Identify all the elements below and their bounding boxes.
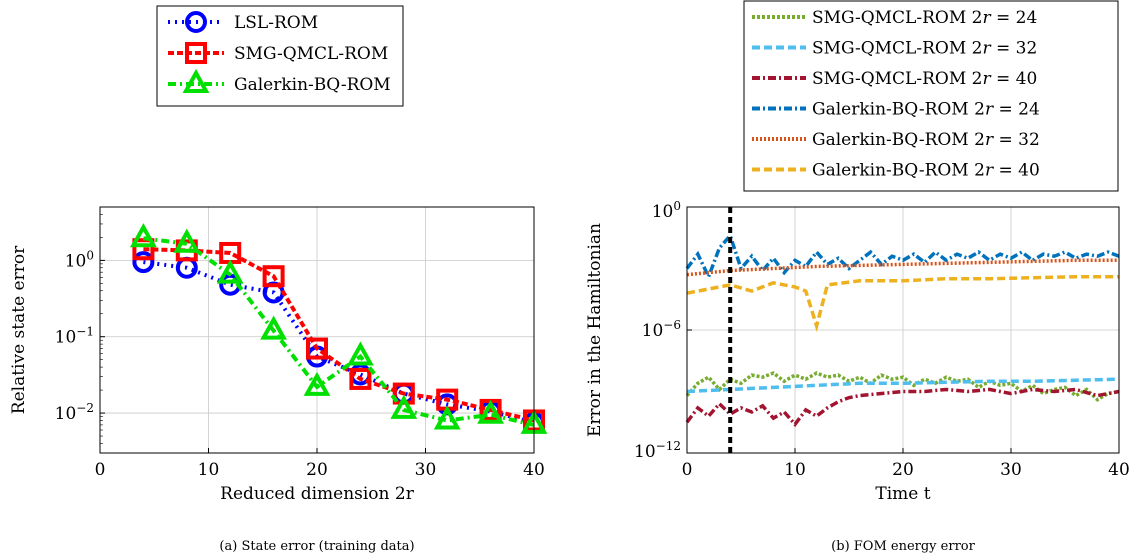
chart-a-legend-items: LSL-ROM SMG-QMCL-ROM Galerkin-BQ-ROM: [168, 11, 391, 95]
chart-b-legend-label: SMG-QMCL-ROM 2r = 24: [812, 8, 1037, 28]
chart-a-legend-label: LSL-ROM: [234, 13, 318, 33]
chart-b-series-group: [685, 232, 1120, 428]
chart-b-xtick-label: 10: [784, 460, 806, 480]
chart-a-point-marker: [433, 405, 461, 430]
chart-a-legend: LSL-ROM SMG-QMCL-ROM Galerkin-BQ-ROM: [156, 5, 404, 107]
chart-a-series-line: [143, 236, 535, 427]
chart-a-legend-marker: [182, 68, 210, 93]
chart-b-ytick-label: 10−12: [634, 439, 681, 462]
chart-a-caption: (a) State error (training data): [219, 539, 414, 554]
chart-a-point-marker: [260, 315, 287, 340]
chart-a: 0 10 20 30 40 100 10−1 10−2 Reduced dimension 2…: [9, 5, 548, 554]
chart-a-xtick-label: 0: [95, 460, 106, 480]
chart-b-series-line: [686, 274, 1119, 333]
chart-a-xtick-label: 30: [415, 460, 437, 480]
chart-b: 0 10 20 30 40 100 10−6 10−12 Time t Error in th…: [585, 0, 1130, 554]
chart-b-xtick-label: 0: [682, 460, 693, 480]
chart-b-ylabel: Error in the Hamiltonian: [585, 223, 605, 437]
chart-a-point-marker: [132, 251, 155, 274]
chart-a-ytick-label: 10−2: [55, 401, 94, 424]
chart-a-xtick-label: 20: [306, 460, 328, 480]
chart-a-ytick-label: 10−1: [55, 325, 94, 348]
chart-b-legend-items: SMG-QMCL-ROM 2r = 24 SMG-QMCL-ROM 2r = 32…: [752, 8, 1040, 181]
chart-a-legend-label: Galerkin-BQ-ROM: [234, 75, 391, 95]
chart-a-point-marker: [262, 265, 285, 288]
chart-a-point-marker: [303, 371, 331, 396]
chart-a-series-line: [143, 260, 535, 425]
chart-b-legend-label: Galerkin-BQ-ROM 2r = 32: [812, 130, 1040, 150]
chart-b-series-line: [685, 387, 1120, 428]
chart-b-xtick-label: 30: [1000, 460, 1022, 480]
chart-b-series-line: [685, 232, 1120, 282]
chart-b-xtick-label: 40: [1108, 460, 1130, 480]
chart-a-legend-label: SMG-QMCL-ROM: [234, 44, 388, 64]
chart-b-legend-label: Galerkin-BQ-ROM 2r = 24: [812, 100, 1040, 120]
chart-a-series-group: [130, 223, 548, 434]
chart-a-series-line: [143, 247, 535, 423]
chart-b-legend-label: SMG-QMCL-ROM 2r = 40: [812, 69, 1037, 89]
chart-a-point-marker: [477, 399, 504, 424]
chart-a-legend-marker: [185, 11, 207, 33]
chart-a-point-marker: [349, 367, 372, 390]
chart-b-ytick-label: 100: [652, 199, 681, 222]
chart-b-legend-label: Galerkin-BQ-ROM 2r = 40: [812, 161, 1040, 181]
chart-b-legend-label: SMG-QMCL-ROM 2r = 32: [812, 39, 1037, 59]
chart-a-grid: [100, 207, 534, 453]
chart-b-legend-box: [743, 0, 1119, 192]
chart-b-xtick-label: 20: [892, 460, 914, 480]
chart-b-caption: (b) FOM energy error: [831, 539, 975, 554]
chart-b-ytick-label: 10−6: [642, 318, 681, 341]
chart-a-ytick-label: 100: [65, 248, 94, 271]
chart-a-xlabel: Reduced dimension 2r: [220, 484, 415, 504]
chart-a-xtick-label: 10: [198, 460, 220, 480]
chart-b-xlabel: Time t: [875, 484, 930, 504]
chart-a-ylabel: Relative state error: [9, 245, 29, 414]
chart-a-point-marker: [216, 259, 244, 284]
chart-a-legend-marker: [185, 42, 207, 64]
chart-a-point-marker: [130, 223, 157, 248]
chart-a-point-marker: [347, 341, 374, 366]
chart-b-series-line: [686, 258, 1119, 277]
chart-b-series-line: [686, 377, 1120, 394]
chart-b-grid: [687, 207, 1119, 453]
chart-b-ticks: 0 10 20 30 40 100 10−6 10−12: [634, 199, 1130, 480]
chart-a-xtick-label: 40: [523, 460, 545, 480]
chart-a-point-marker: [390, 394, 418, 419]
chart-b-legend: SMG-QMCL-ROM 2r = 24 SMG-QMCL-ROM 2r = 32…: [743, 0, 1119, 192]
chart-a-point-marker: [173, 228, 201, 253]
chart-a-ticks: 0 10 20 30 40 100 10−1 10−2: [55, 214, 545, 480]
chart-a-point-marker: [306, 337, 328, 360]
